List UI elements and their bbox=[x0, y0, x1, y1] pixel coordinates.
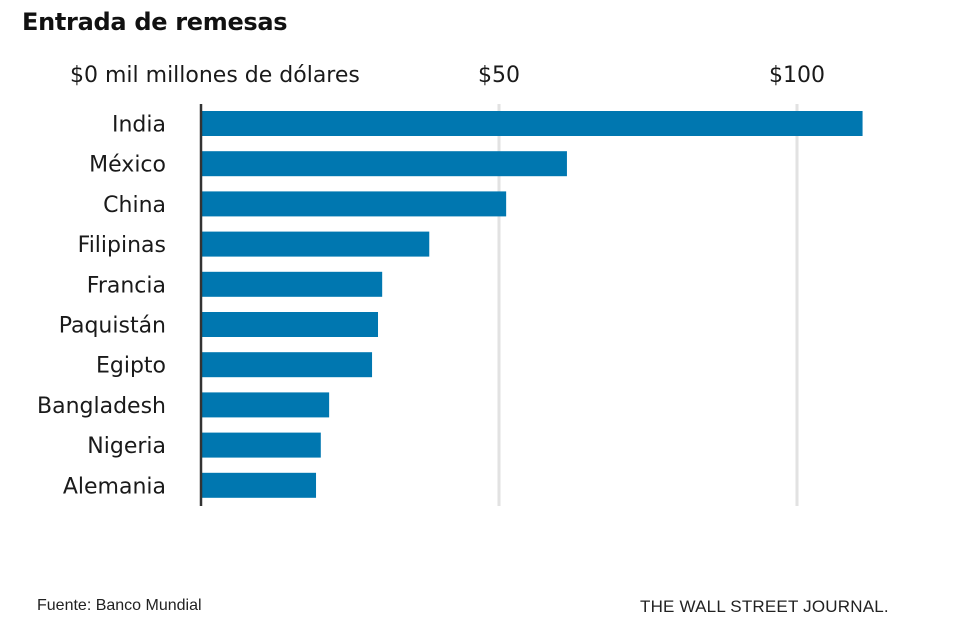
publisher-brand: THE WALL STREET JOURNAL. bbox=[640, 597, 889, 616]
category-label: Paquistán bbox=[59, 314, 166, 339]
bar bbox=[201, 271, 383, 297]
category-label: Alemania bbox=[63, 474, 166, 499]
category-label: Francia bbox=[87, 273, 166, 298]
x-tick-label: $50 bbox=[478, 63, 520, 88]
source-note: Fuente: Banco Mundial bbox=[37, 597, 202, 614]
bar bbox=[201, 392, 330, 418]
category-labels: India México China Filipinas Francia Paquistá… bbox=[37, 113, 166, 500]
bar bbox=[201, 191, 507, 217]
category-label: Filipinas bbox=[78, 233, 166, 258]
x-axis-ticks: $0 mil millones de dólares $50 $100 bbox=[70, 63, 825, 88]
bar bbox=[201, 432, 321, 458]
category-label: Nigeria bbox=[87, 434, 166, 459]
x-tick-label: $100 bbox=[769, 63, 825, 88]
category-label: Egipto bbox=[96, 354, 166, 379]
category-label: India bbox=[112, 113, 166, 138]
x-tick-label: $0 mil millones de dólares bbox=[70, 63, 360, 88]
category-label: China bbox=[103, 193, 166, 218]
chart-title: Entrada de remesas bbox=[22, 8, 288, 36]
bar bbox=[201, 352, 373, 378]
category-label: Bangladesh bbox=[37, 394, 166, 419]
bar bbox=[201, 472, 317, 498]
bar bbox=[201, 151, 567, 177]
category-label: México bbox=[89, 153, 166, 178]
bar bbox=[201, 111, 863, 136]
bars bbox=[201, 111, 863, 498]
bar bbox=[201, 231, 430, 257]
bar bbox=[201, 312, 379, 337]
